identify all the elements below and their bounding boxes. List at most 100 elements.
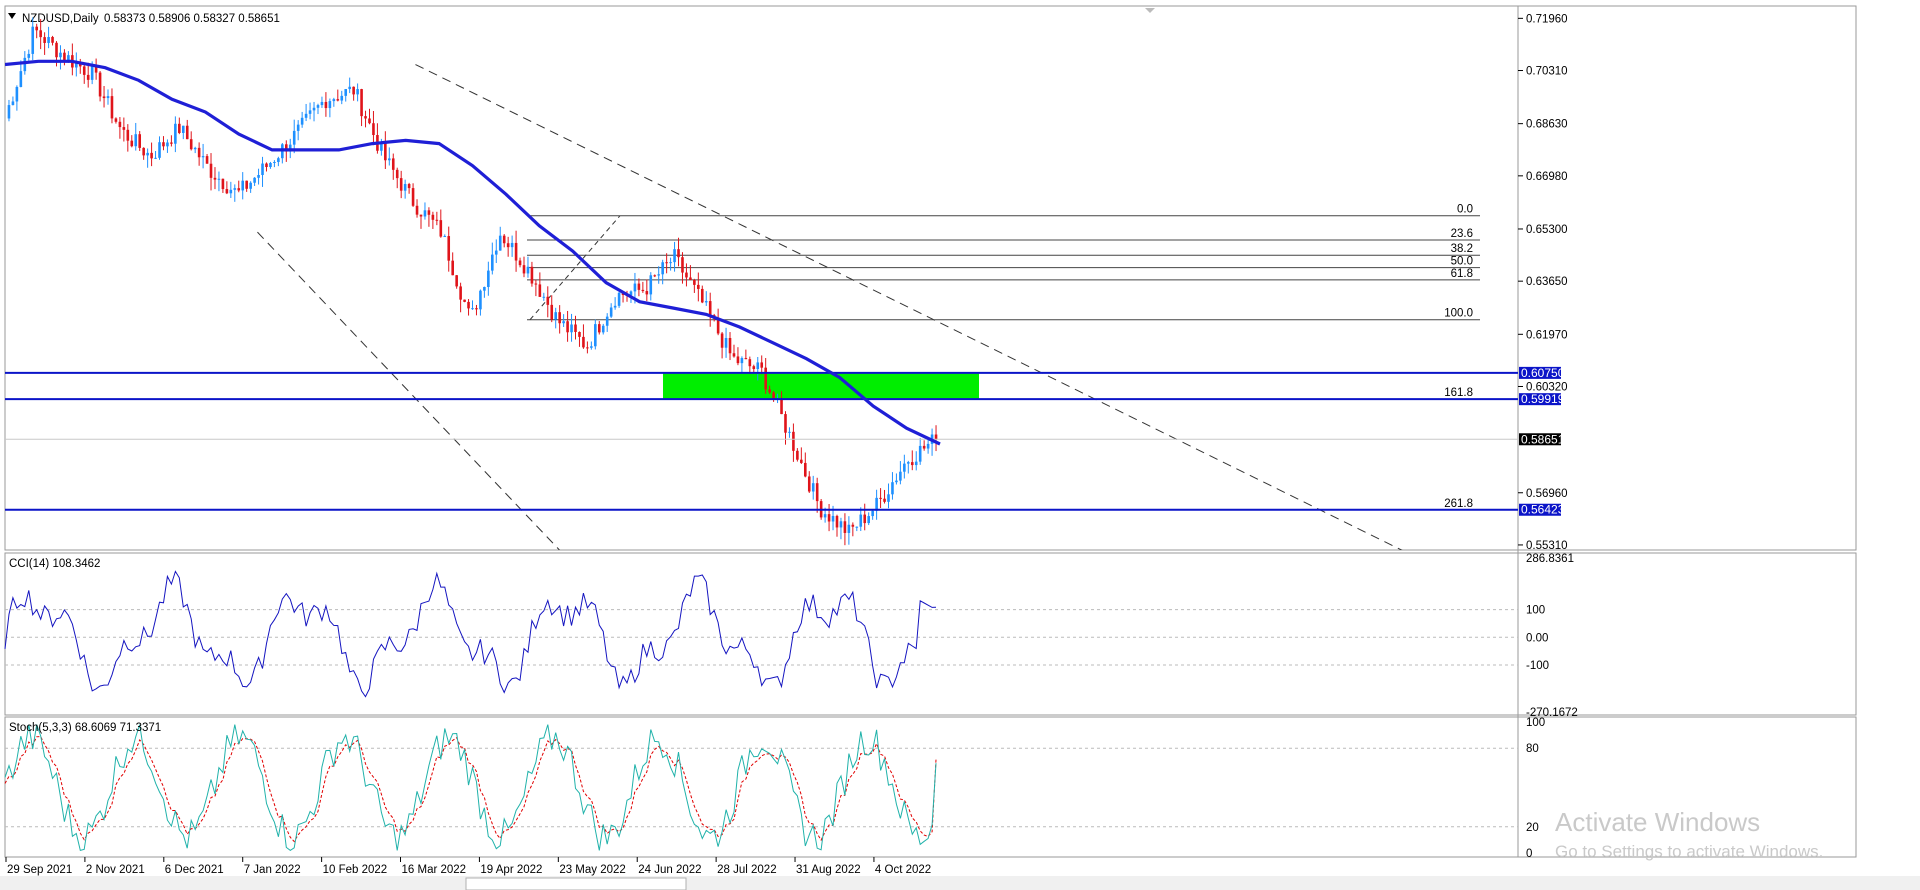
candle-body [827,514,831,522]
candle-body [292,130,296,145]
candle-body [277,158,280,162]
main-panel [4,5,1857,551]
candle-body [574,324,577,332]
current-price-tag [1519,433,1561,446]
candle-body [502,235,506,244]
candle-body [831,515,835,522]
stoch-tick-label: 80 [1526,743,1539,755]
time-tick-label: 6 Dec 2021 [165,864,224,876]
time-tick-label: 29 Sep 2021 [7,864,72,876]
candle-body [356,89,359,95]
candle-body [538,284,542,297]
candle-body [807,476,811,492]
candle-body [209,163,213,178]
candle-body [86,74,90,80]
price-tick-label: 0.71960 [1526,13,1568,25]
candle-body [847,524,851,533]
candle-body [154,157,157,159]
candle-body [181,125,185,133]
candle-body [491,254,494,271]
candle-body [871,510,874,517]
candle-body [843,521,847,533]
candle-body [518,260,522,266]
cci-line [4,570,937,698]
collapse-triangle-icon[interactable] [8,13,16,19]
fib-label-38.2: 38.2 [1451,243,1473,255]
candle-body [130,140,134,147]
candle-body [63,52,66,61]
candle-body [178,123,181,133]
candle-body [435,219,439,221]
candle-body [522,265,526,274]
candle-body [815,483,819,502]
candle-body [645,291,649,295]
candle-body [193,147,197,150]
candle-body [459,286,462,300]
candle-body [891,482,894,495]
candle-body [689,277,692,281]
fib-label-261.8: 261.8 [1444,498,1473,510]
cci-panel [4,552,1857,716]
price-tick-label: 0.66980 [1526,171,1568,183]
candle-body [269,162,272,168]
ma-layer [5,59,941,446]
candle-body [637,283,641,290]
candle-body [617,292,621,306]
time-axis: 29 Sep 2021 2 Nov 2021 6 Dec 2021 7 Jan 202… [5,857,931,876]
candle-body [835,515,839,528]
candle-body [792,431,795,451]
channel-lower-line [257,231,560,550]
candle-body [728,338,732,354]
candle-body [189,139,193,150]
candle-body [257,174,260,178]
candle-body [237,188,241,191]
candle-body [98,72,102,97]
candle-body [570,324,573,333]
stoch-signal-line [4,735,937,843]
candle-body [788,431,791,433]
candle-body [720,333,724,348]
time-tick-label: 10 Feb 2022 [323,864,388,876]
candle-body [839,521,843,528]
candle-body [162,142,165,147]
fib-label-50.0: 50.0 [1451,256,1473,268]
candle-body [364,116,367,119]
candle-body [249,182,252,189]
level-layer [5,371,1518,511]
candle-body [316,105,320,108]
candle-body [875,497,878,511]
candle-body [114,118,118,122]
fib-label-161.8: 161.8 [1444,387,1473,399]
candle-body [613,305,617,308]
candle-body [122,127,126,130]
candle-body [879,497,882,499]
candle-body [546,296,550,305]
candle-body [483,286,486,291]
price-tick-label: 0.55310 [1526,540,1568,552]
candle-body [138,134,142,148]
shift-marker-icon[interactable] [1145,8,1155,13]
candle-body [685,272,688,278]
fib-layer: 0.0 23.6 38.250.061.8 100.0 161.8 261.8 [527,204,1480,511]
candle-body [201,156,205,158]
candle-body [308,110,312,114]
candle-body [7,105,11,119]
candle-body [296,124,300,131]
cci-tick-label: -100 [1526,660,1549,672]
candle-body [700,288,704,303]
candle-body [594,324,597,347]
cci-layer: 286.8361 100 0.00 -100 -270.1672 [4,553,1578,719]
candle-body [312,107,316,111]
candle-body [320,101,324,106]
candle-body [439,220,443,237]
channel-layer [257,64,1403,550]
candle-body [811,483,815,492]
channel-upper-line [415,64,1403,550]
candle-body [395,169,399,179]
chart-tab[interactable] [465,877,687,890]
candle-body [823,514,827,518]
candle-body [649,275,653,295]
price-tick-label: 0.63650 [1526,276,1568,288]
time-tick-label: 4 Oct 2022 [875,864,931,876]
price-axis: 0.71960 0.70310 0.68630 0.66980 0.65300 0.636… [1518,13,1568,552]
